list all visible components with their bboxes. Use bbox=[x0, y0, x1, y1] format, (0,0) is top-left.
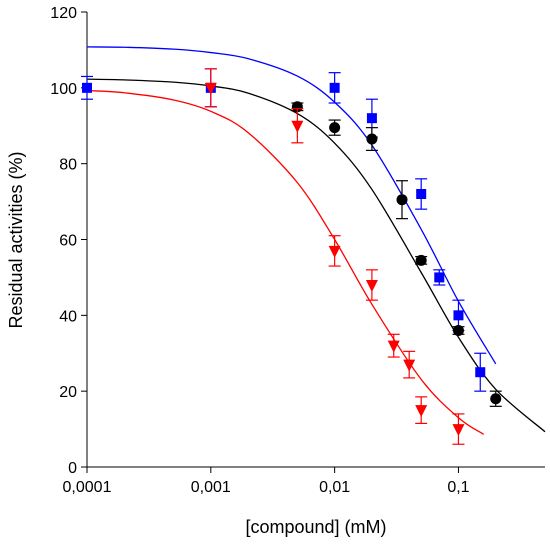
data-point bbox=[366, 133, 378, 145]
y-tick-label: 60 bbox=[59, 233, 77, 250]
data-point bbox=[490, 393, 502, 405]
data-point bbox=[291, 120, 304, 133]
y-tick-label: 100 bbox=[50, 81, 77, 98]
data-point bbox=[453, 310, 464, 321]
y-axis-label: Residual activities (%) bbox=[6, 151, 26, 328]
y-tick-label: 0 bbox=[68, 460, 77, 477]
fit-curve bbox=[86, 78, 546, 433]
x-tick-label: 0,01 bbox=[319, 479, 350, 496]
x-tick-label: 0,0001 bbox=[63, 479, 112, 496]
data-point bbox=[403, 359, 416, 372]
data-point bbox=[434, 272, 445, 283]
data-point bbox=[396, 194, 408, 206]
data-point bbox=[452, 325, 464, 336]
data-point bbox=[82, 82, 92, 93]
fit-curve bbox=[86, 46, 497, 365]
fit-curve bbox=[86, 89, 485, 435]
data-point bbox=[387, 340, 400, 353]
data-point bbox=[204, 82, 217, 95]
y-tick-label: 80 bbox=[59, 157, 77, 174]
x-tick-label: 0,001 bbox=[191, 479, 231, 496]
data-point bbox=[415, 405, 428, 418]
data-point bbox=[291, 101, 303, 113]
data-point bbox=[329, 82, 340, 93]
data-point bbox=[416, 189, 427, 199]
y-tick-label: 120 bbox=[50, 5, 77, 22]
x-axis-label: [compound] (mM) bbox=[245, 517, 386, 537]
y-tick-label: 40 bbox=[59, 308, 77, 325]
data-point bbox=[365, 280, 378, 292]
y-tick-label: 20 bbox=[59, 384, 77, 401]
data-point bbox=[452, 424, 465, 437]
x-tick-label: 0,1 bbox=[447, 479, 469, 496]
data-point bbox=[366, 113, 377, 124]
data-point bbox=[415, 254, 427, 266]
data-point bbox=[328, 245, 341, 258]
data-point bbox=[475, 367, 486, 378]
data-point bbox=[329, 122, 341, 134]
